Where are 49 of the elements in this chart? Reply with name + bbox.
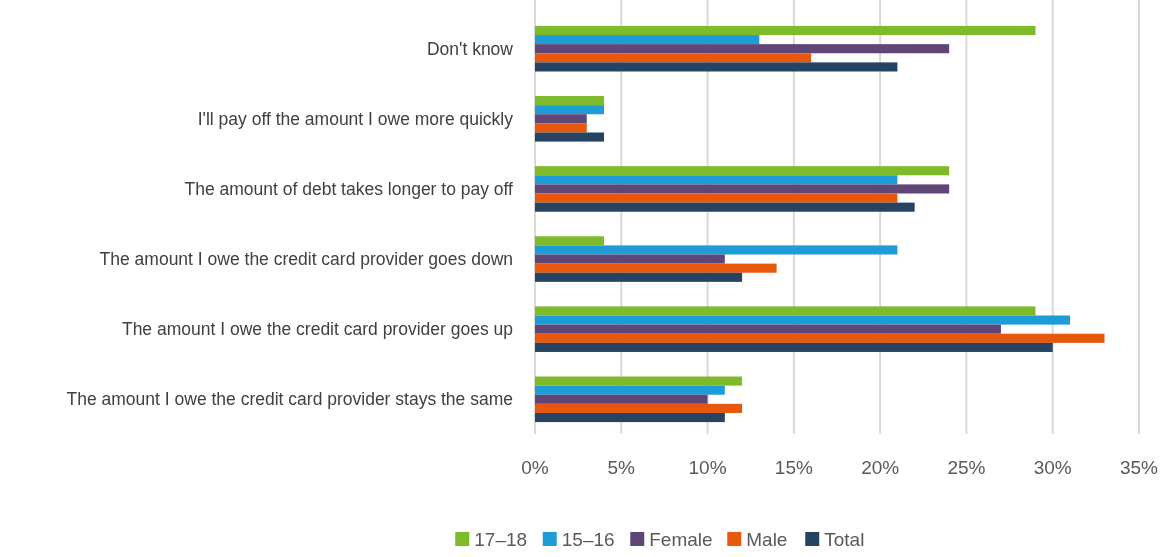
bar bbox=[535, 175, 898, 185]
bar bbox=[535, 25, 1036, 36]
legend-label: Male bbox=[746, 529, 788, 550]
bar bbox=[535, 263, 777, 273]
bar bbox=[535, 114, 587, 124]
bar bbox=[535, 245, 898, 255]
y-tick-label: I'll pay off the amount I owe more quickly bbox=[197, 108, 514, 129]
bar bbox=[535, 376, 743, 386]
x-tick-label: 15% bbox=[774, 457, 813, 478]
bar bbox=[535, 105, 605, 115]
x-tick-label: 0% bbox=[521, 457, 549, 478]
bar bbox=[535, 385, 725, 395]
bar bbox=[535, 62, 898, 72]
bar bbox=[535, 35, 760, 45]
x-tick-label: 25% bbox=[947, 457, 986, 478]
bar bbox=[535, 324, 1001, 334]
bar bbox=[535, 193, 898, 203]
bar bbox=[535, 202, 915, 212]
legend-label: Total bbox=[824, 529, 865, 550]
bar bbox=[535, 306, 1036, 316]
bar bbox=[535, 166, 950, 176]
bar bbox=[535, 412, 725, 423]
bar bbox=[535, 394, 708, 404]
bar bbox=[535, 123, 587, 133]
bar bbox=[535, 315, 1070, 325]
x-tick-label: 10% bbox=[688, 457, 727, 478]
bar bbox=[535, 254, 725, 264]
y-tick-label: The amount I owe the credit card provider goes down bbox=[99, 249, 513, 270]
bar bbox=[535, 333, 1105, 343]
bar bbox=[535, 132, 605, 142]
bar bbox=[535, 342, 1053, 352]
y-tick-label: The amount I owe the credit card provider stays the same bbox=[66, 389, 513, 410]
bar bbox=[535, 53, 812, 63]
legend-label: 17–18 bbox=[474, 529, 528, 550]
x-tick-label: 35% bbox=[1119, 457, 1159, 478]
x-tick-label: 20% bbox=[861, 457, 900, 478]
y-tick-label: Don't know bbox=[426, 38, 514, 59]
bar bbox=[535, 272, 743, 282]
legend-label: 15–16 bbox=[561, 529, 615, 550]
bar bbox=[535, 403, 743, 413]
y-tick-label: The amount I owe the credit card provider goes up bbox=[121, 319, 513, 340]
legend-label: Female bbox=[649, 529, 713, 550]
bar bbox=[535, 96, 605, 106]
x-tick-label: 5% bbox=[607, 457, 636, 478]
x-tick-label: 30% bbox=[1033, 457, 1072, 478]
y-tick-label: The amount of debt takes longer to pay off bbox=[184, 178, 514, 199]
bar bbox=[535, 44, 950, 54]
bar bbox=[535, 184, 950, 194]
bar bbox=[535, 236, 605, 246]
